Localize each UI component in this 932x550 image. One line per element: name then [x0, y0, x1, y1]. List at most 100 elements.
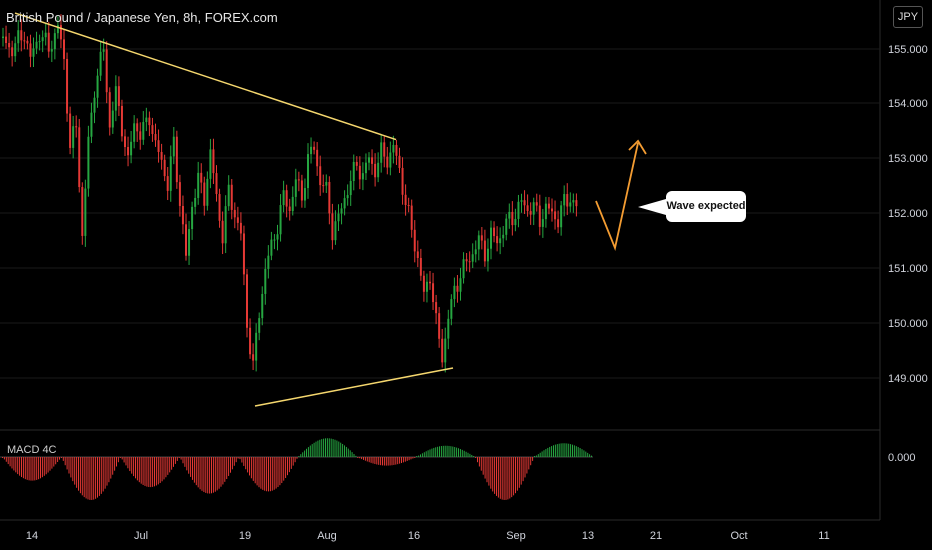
candle-body — [517, 201, 520, 219]
macd-bar — [345, 446, 347, 457]
macd-bar — [560, 443, 562, 457]
candle-body — [526, 205, 529, 212]
macd-bar — [190, 457, 192, 477]
macd-bar — [300, 454, 302, 457]
candle-body — [383, 142, 386, 157]
candle-body — [468, 261, 471, 263]
macd-bar — [193, 457, 195, 483]
macd-bar — [53, 457, 55, 467]
macd-bar — [433, 447, 435, 457]
macd-bar — [249, 457, 250, 476]
macd-bar — [268, 457, 269, 492]
macd-bar — [104, 457, 106, 489]
macd-bar — [269, 457, 271, 492]
candle-body — [459, 278, 462, 292]
candle-body — [361, 173, 364, 180]
projection-arrowhead — [628, 139, 647, 155]
candle-body — [130, 141, 133, 156]
macd-bar — [74, 457, 76, 485]
price-tick-label: 154.000 — [888, 98, 928, 110]
candle-body — [514, 218, 517, 226]
macd-bar — [551, 446, 553, 457]
macd-bar — [553, 445, 554, 457]
macd-bar — [524, 457, 526, 478]
macd-bar — [2, 457, 3, 458]
candle-body — [191, 206, 194, 230]
macd-bar — [136, 457, 138, 481]
currency-button[interactable]: JPY — [893, 6, 923, 28]
candle-body — [249, 327, 252, 355]
macd-bar — [173, 457, 174, 467]
macd-bar — [279, 457, 281, 486]
candle-body — [209, 149, 212, 179]
macd-bar — [266, 457, 268, 492]
macd-bar — [587, 452, 589, 457]
macd-bar — [125, 457, 127, 466]
macd-bar — [505, 457, 507, 500]
candle-body — [529, 211, 532, 215]
callout-wave-expected: Wave expected — [666, 191, 746, 222]
macd-bar — [205, 457, 207, 493]
candle-body — [566, 194, 569, 207]
macd-bar — [421, 453, 423, 457]
macd-bar — [520, 457, 522, 485]
macd-bar — [304, 450, 306, 457]
candle-body — [352, 161, 355, 181]
macd-bar — [78, 457, 79, 491]
candle-body — [560, 205, 563, 228]
macd-bar — [402, 457, 404, 463]
macd-bar — [49, 457, 51, 471]
macd-bar — [26, 457, 28, 480]
candle-body — [233, 209, 236, 218]
macd-bar — [437, 446, 439, 457]
macd-bar — [461, 449, 463, 457]
macd-bar — [22, 457, 24, 479]
macd-bar — [57, 457, 59, 462]
time-tick-label: 14 — [26, 530, 38, 542]
candle-body — [108, 92, 111, 128]
macd-bar — [378, 457, 380, 465]
macd-bar — [315, 441, 317, 457]
macd-bar — [43, 457, 45, 476]
candle-body — [282, 190, 285, 206]
macd-bar — [391, 457, 393, 466]
candle-body — [303, 188, 306, 201]
macd-bar — [330, 438, 332, 457]
candle-body — [139, 131, 142, 140]
macd-bar — [178, 457, 180, 458]
macd-bar — [309, 445, 311, 457]
macd-bar — [273, 457, 275, 490]
candles — [2, 14, 578, 373]
candle-body — [78, 127, 81, 188]
time-tick-label: Sep — [506, 530, 526, 542]
candle-body — [337, 213, 340, 222]
macd-bar — [150, 457, 152, 488]
candle-body — [413, 229, 416, 252]
candle-body — [224, 206, 227, 244]
macd-bar — [51, 457, 53, 469]
candle-body — [87, 136, 90, 189]
macd-bar — [342, 443, 344, 457]
candle-body — [276, 234, 279, 240]
macd-bar — [463, 450, 465, 457]
macd-bar — [568, 443, 570, 457]
macd-bar — [237, 457, 239, 459]
macd-bar — [163, 457, 165, 480]
macd-bar — [68, 457, 70, 474]
macd-bar — [288, 457, 290, 473]
macd-bar — [484, 457, 486, 479]
macd-bar — [138, 457, 140, 483]
macd-bar — [511, 457, 513, 498]
candle-body — [416, 251, 419, 258]
macd-bar — [108, 457, 110, 483]
candle-body — [483, 240, 486, 262]
candle-body — [328, 181, 331, 214]
macd-bar — [418, 455, 420, 457]
candle-body — [294, 179, 297, 197]
candle-body — [523, 200, 526, 206]
candle-body — [239, 222, 242, 234]
macd-bar — [532, 457, 534, 461]
candle-body — [444, 338, 447, 363]
macd-bar — [254, 457, 256, 484]
macd-bar — [450, 446, 452, 457]
